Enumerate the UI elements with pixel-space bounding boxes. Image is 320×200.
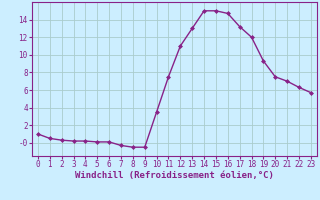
X-axis label: Windchill (Refroidissement éolien,°C): Windchill (Refroidissement éolien,°C) [75,171,274,180]
